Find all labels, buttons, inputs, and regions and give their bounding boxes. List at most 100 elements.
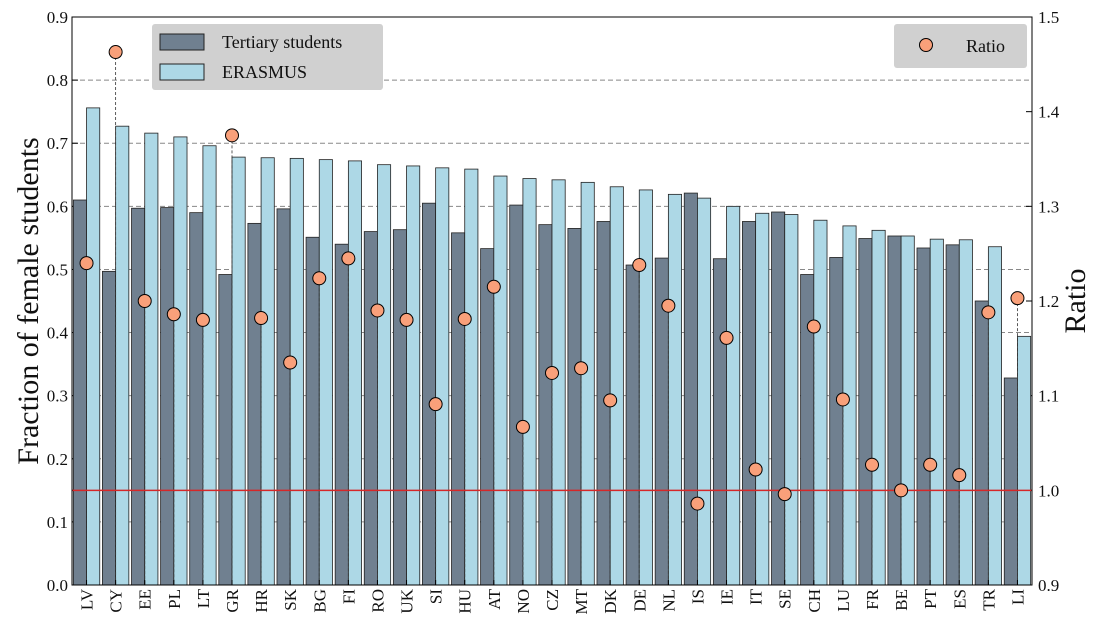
x-tick-label: SE [776, 589, 795, 609]
x-tick-label: LU [834, 589, 853, 612]
bar [173, 136, 188, 586]
legend-swatch [159, 63, 205, 81]
ratio-marker [661, 298, 676, 313]
bar [334, 243, 349, 586]
ratio-marker [515, 419, 530, 434]
bar [1003, 377, 1018, 586]
bar [580, 181, 595, 586]
bar [567, 228, 582, 586]
ratio-marker [254, 311, 269, 326]
y2-axis-label: Ratio [1059, 269, 1092, 334]
bar [305, 236, 320, 586]
y-tick-label: 0.2 [47, 450, 68, 469]
bar [784, 214, 799, 586]
x-tick-label: TR [979, 588, 998, 610]
x-tick-label: FR [863, 588, 882, 609]
bar [218, 274, 233, 586]
ratio-marker [545, 365, 559, 380]
ratio-marker [486, 279, 501, 294]
legend: Ratio [894, 24, 1027, 68]
x-tick-label: IT [747, 588, 766, 605]
x-tick-label: NO [514, 589, 533, 614]
ratio-marker [603, 393, 618, 408]
bar [451, 232, 466, 586]
bar [829, 257, 844, 586]
x-tick-label: DE [630, 589, 649, 612]
ratio-marker [195, 312, 210, 327]
y2-tick-label: 1.2 [1038, 292, 1059, 311]
x-tick-label: ES [950, 589, 969, 609]
bar [260, 157, 275, 586]
bar [625, 264, 640, 586]
bar [929, 238, 944, 586]
bar [480, 248, 495, 586]
bar [755, 212, 770, 586]
ratio-marker [1010, 291, 1025, 306]
y2-tick-label: 0.9 [1038, 576, 1059, 595]
y-tick-label: 0.3 [47, 387, 68, 406]
y-tick-label: 0.5 [47, 260, 68, 279]
ratio-marker [428, 397, 443, 412]
ratio-marker [370, 303, 385, 318]
ratio-marker [923, 457, 938, 472]
bar [667, 193, 682, 586]
x-tick-label: CY [107, 589, 126, 613]
bar [987, 246, 1002, 586]
x-tick-label: CZ [543, 589, 562, 611]
bar [318, 159, 333, 586]
bar [276, 208, 291, 586]
bar [958, 239, 973, 586]
x-tick-label: FI [339, 589, 358, 604]
x-tick-label: NL [659, 589, 678, 612]
ratio-marker [457, 311, 472, 326]
legend-box [894, 24, 1027, 68]
bar [871, 229, 886, 586]
ratio-marker [341, 251, 356, 266]
ratio-marker [690, 496, 705, 511]
bar [377, 164, 392, 586]
bar [974, 300, 989, 586]
bar [712, 258, 727, 586]
bar [231, 156, 246, 586]
y-tick-label: 0.8 [47, 71, 68, 90]
x-tick-label: IS [688, 589, 707, 604]
plot-frame [71, 16, 1033, 586]
ratio-marker [137, 294, 152, 308]
bar [347, 160, 362, 586]
x-tick-label: BG [310, 589, 329, 613]
bar [289, 157, 304, 586]
bar [202, 145, 217, 586]
y2-tick-label: 1.3 [1038, 197, 1059, 216]
bar [392, 229, 407, 586]
ratio-marker [79, 256, 94, 271]
y-tick-label: 0.7 [47, 134, 69, 153]
legend-box [152, 24, 383, 90]
y-tick-label: 0.9 [47, 8, 68, 27]
x-tick-label: IE [718, 589, 737, 605]
x-tick-label: LV [78, 588, 97, 610]
ratio-marker [748, 462, 763, 477]
y-tick-label: 0.4 [47, 324, 69, 343]
bar [1017, 335, 1032, 586]
bar [771, 211, 786, 586]
x-tick-label: GR [223, 588, 242, 612]
ratio-marker [632, 258, 647, 273]
ratio-marker [981, 305, 996, 320]
bar [887, 235, 902, 586]
bar [247, 222, 262, 586]
bar [189, 212, 204, 586]
legend-label: Ratio [966, 36, 1005, 56]
bar [102, 270, 117, 586]
bar [916, 247, 931, 586]
x-tick-label: PT [921, 588, 940, 608]
bar [945, 244, 960, 586]
ratio-marker [806, 319, 821, 334]
bar [435, 167, 450, 586]
bar [813, 219, 828, 586]
bar [115, 125, 130, 586]
bar [522, 178, 537, 586]
ratio-marker [574, 361, 589, 376]
bar [551, 179, 566, 586]
x-tick-label: HU [456, 589, 475, 614]
